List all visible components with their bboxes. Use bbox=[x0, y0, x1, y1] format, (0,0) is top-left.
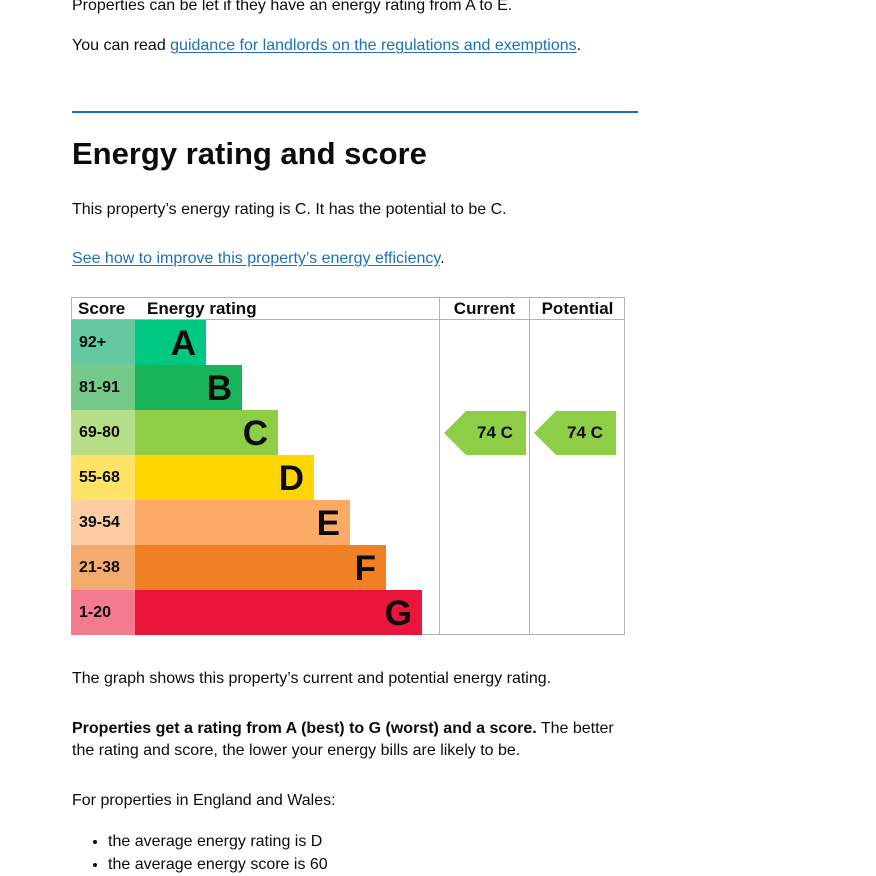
potential-column-divider bbox=[529, 297, 530, 635]
band-score: 81-91 bbox=[71, 365, 135, 410]
energy-rating-graph: Score Energy rating Current Potential 92… bbox=[71, 297, 625, 635]
list-item: the average energy score is 60 bbox=[108, 853, 668, 876]
band-letter: G bbox=[384, 594, 412, 633]
averages-list: the average energy rating is D the avera… bbox=[72, 830, 668, 876]
band-bar: D bbox=[135, 455, 314, 500]
rating-explanation-rest: The better the rating and score, the low… bbox=[72, 720, 614, 759]
band-bar: E bbox=[135, 500, 350, 545]
improve-suffix: . bbox=[440, 250, 445, 267]
header-current: Current bbox=[453, 299, 516, 318]
header-potential: Potential bbox=[541, 299, 614, 318]
band-bar: A bbox=[135, 320, 206, 365]
graph-explanation: The graph shows this property’s current … bbox=[72, 670, 552, 687]
guidance-link[interactable]: guidance for landlords on the regulation… bbox=[170, 37, 577, 54]
guidance-prefix: You can read bbox=[72, 37, 171, 54]
band-letter: E bbox=[316, 504, 340, 543]
band-bar: B bbox=[135, 365, 242, 410]
current-arrow-shape bbox=[444, 411, 526, 455]
band-letter: B bbox=[206, 369, 232, 408]
band-bar: G bbox=[135, 590, 422, 635]
band-score: 39-54 bbox=[71, 500, 135, 545]
header-divider bbox=[71, 319, 625, 320]
section-divider bbox=[72, 111, 638, 113]
band-score: 21-38 bbox=[71, 545, 135, 590]
header-energy-rating: Energy rating bbox=[147, 299, 257, 318]
current-rating-label: 74 C bbox=[477, 423, 513, 442]
band-score: 55-68 bbox=[71, 455, 135, 500]
band-letter: F bbox=[354, 549, 376, 588]
section-title: Energy rating and score bbox=[72, 136, 427, 171]
current-rating-arrow: 74 C bbox=[444, 411, 526, 455]
guidance-suffix: . bbox=[576, 37, 582, 54]
rating-explanation: Properties get a rating from A (best) to… bbox=[72, 718, 638, 762]
band-letter: C bbox=[242, 414, 268, 453]
guidance-paragraph: You can read guidance for landlords on t… bbox=[72, 35, 672, 57]
lettable-text: Properties can be let if they have an en… bbox=[72, 0, 513, 14]
band-score: 69-80 bbox=[71, 410, 135, 455]
band-letter: D bbox=[278, 459, 304, 498]
band-score: 92+ bbox=[71, 320, 135, 365]
band-score: 1-20 bbox=[71, 590, 135, 635]
improve-efficiency-link[interactable]: See how to improve this property’s energ… bbox=[72, 250, 441, 267]
current-column-divider bbox=[439, 297, 440, 635]
band-bar: C bbox=[135, 410, 278, 455]
potential-rating-arrow: 74 C bbox=[534, 411, 616, 455]
potential-arrow-shape bbox=[534, 411, 616, 455]
list-item: the average energy rating is D bbox=[108, 830, 668, 853]
potential-rating-label: 74 C bbox=[567, 423, 603, 442]
rating-summary: This property’s energy rating is C. It h… bbox=[72, 201, 507, 218]
header-score: Score bbox=[78, 299, 126, 318]
band-letter: A bbox=[170, 324, 196, 363]
improve-paragraph: See how to improve this property’s energ… bbox=[72, 248, 672, 270]
band-bar: F bbox=[135, 545, 386, 590]
region-text: For properties in England and Wales: bbox=[72, 792, 336, 809]
rating-explanation-bold: Properties get a rating from A (best) to… bbox=[72, 720, 537, 737]
